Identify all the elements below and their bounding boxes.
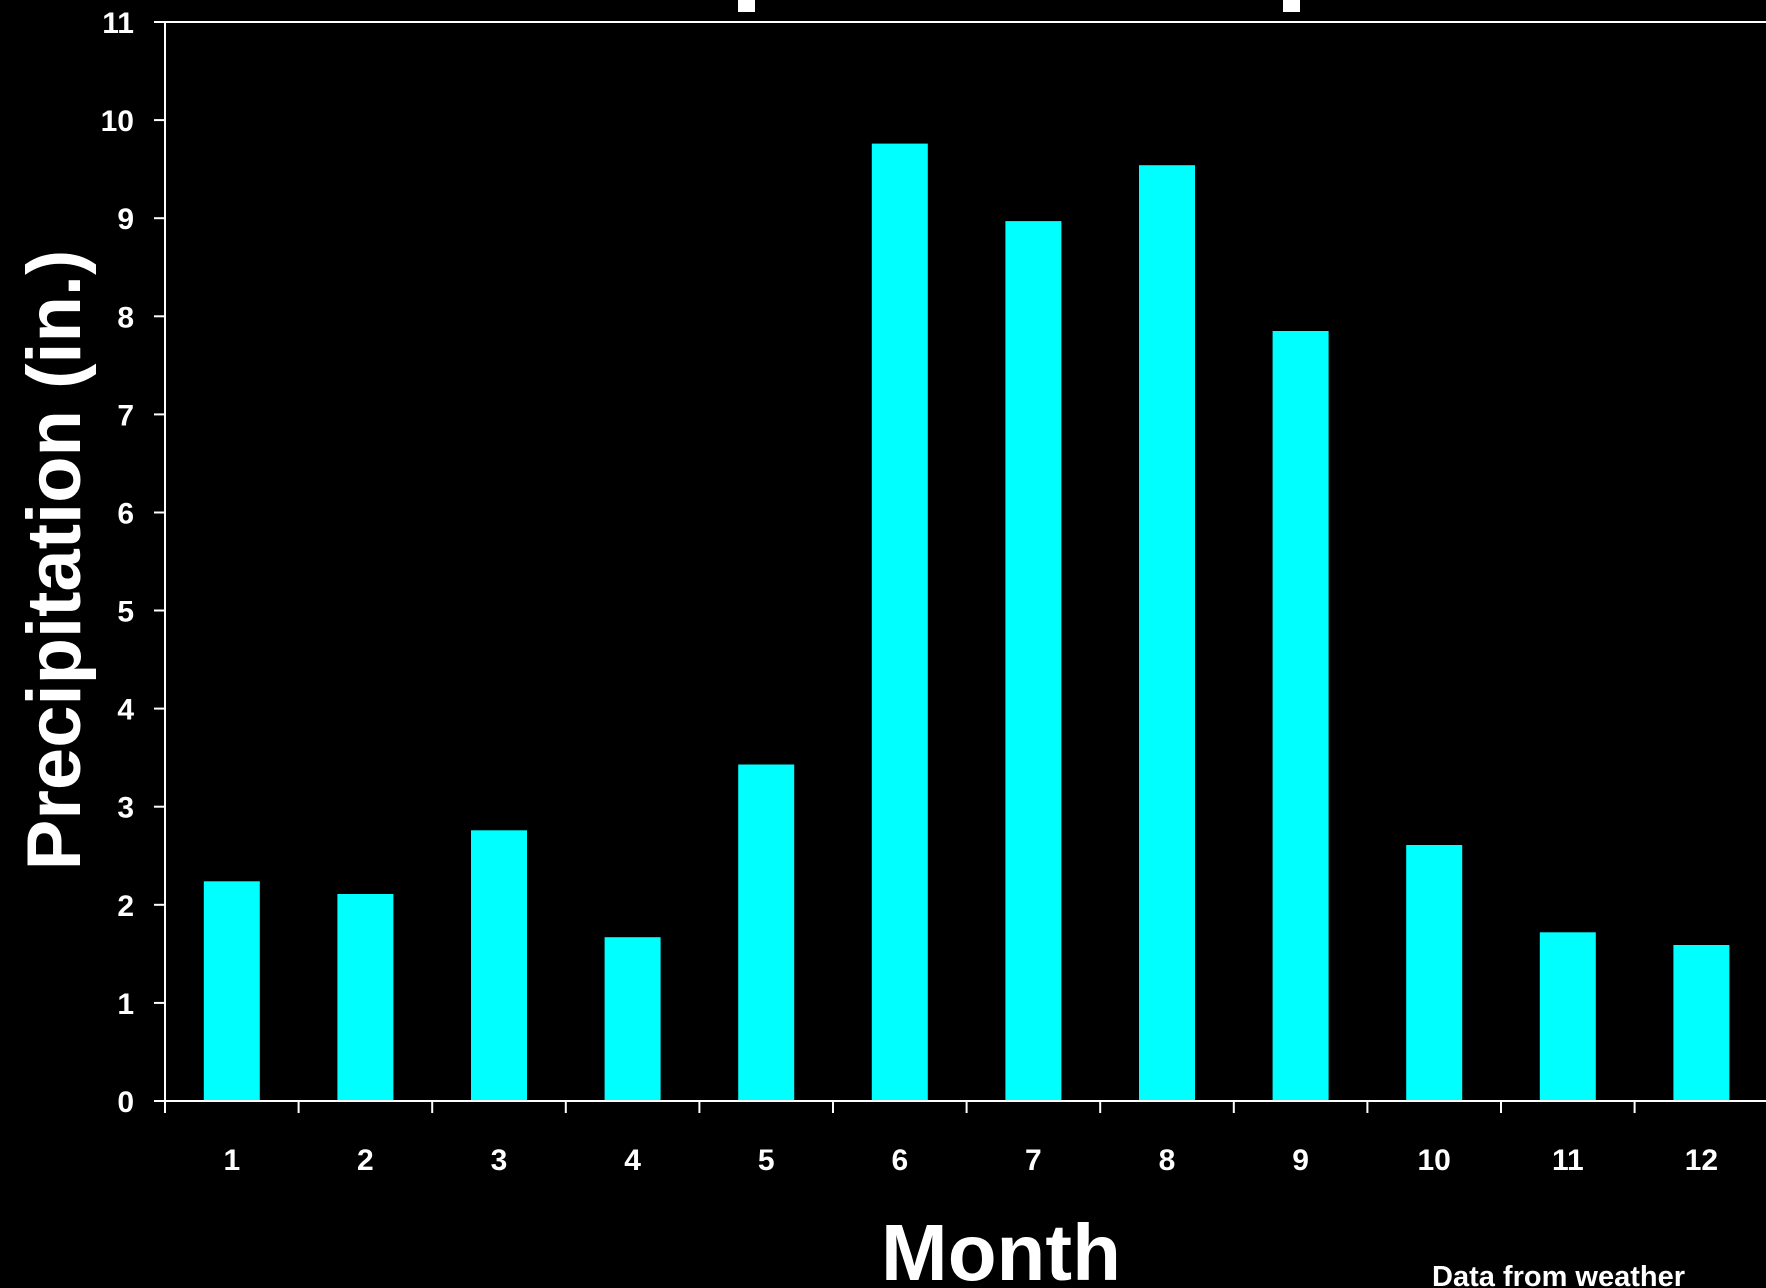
x-tick-label: 4	[624, 1144, 641, 1177]
bar-month-3	[471, 830, 527, 1101]
y-tick-label: 1	[117, 988, 134, 1021]
x-tick-label: 6	[891, 1144, 908, 1177]
y-tick-label: 0	[117, 1086, 134, 1119]
x-tick-label: 7	[1025, 1144, 1042, 1177]
bar-month-2	[337, 894, 394, 1101]
x-tick-label: 2	[357, 1144, 374, 1177]
y-tick-label: 5	[117, 596, 134, 629]
y-tick-label: 3	[117, 792, 134, 825]
source-note: Data from weather	[1432, 1261, 1685, 1288]
bar-month-1	[203, 881, 260, 1101]
title-fragment	[738, 0, 755, 12]
x-tick-label: 8	[1159, 1144, 1176, 1177]
bar-month-4	[604, 937, 661, 1101]
y-axis-title: Precipitation (in.)	[12, 250, 97, 871]
bar-month-6	[871, 143, 928, 1102]
y-tick-label: 11	[102, 7, 134, 40]
y-tick-label: 8	[117, 301, 134, 334]
title-fragments	[738, 0, 1300, 12]
axes-layer	[154, 21, 1766, 1113]
y-tick-label: 7	[117, 399, 134, 432]
bar-month-8	[1139, 165, 1195, 1101]
bar-month-5	[738, 764, 795, 1101]
x-tick-label: 9	[1292, 1144, 1309, 1177]
y-tick-label: 9	[117, 203, 134, 236]
x-tick-label: 5	[758, 1144, 775, 1177]
x-tick-label: 11	[1552, 1144, 1584, 1177]
bar-month-10	[1406, 845, 1463, 1101]
bar-month-12	[1673, 945, 1730, 1101]
x-tick-label: 3	[491, 1144, 508, 1177]
x-tick-label: 1	[223, 1144, 240, 1177]
x-tick-label: 12	[1685, 1144, 1718, 1177]
bar-month-9	[1272, 331, 1329, 1101]
title-fragment	[1283, 0, 1300, 12]
y-tick-label: 2	[117, 890, 134, 923]
bar-month-7	[1005, 221, 1062, 1102]
x-axis-title: Month	[881, 1208, 1121, 1288]
y-tick-label: 6	[117, 498, 134, 531]
bar-month-11	[1539, 932, 1596, 1101]
y-tick-label: 10	[101, 105, 134, 138]
bars-layer	[203, 143, 1730, 1102]
y-tick-label: 4	[117, 694, 134, 727]
x-tick-label: 10	[1418, 1144, 1451, 1177]
